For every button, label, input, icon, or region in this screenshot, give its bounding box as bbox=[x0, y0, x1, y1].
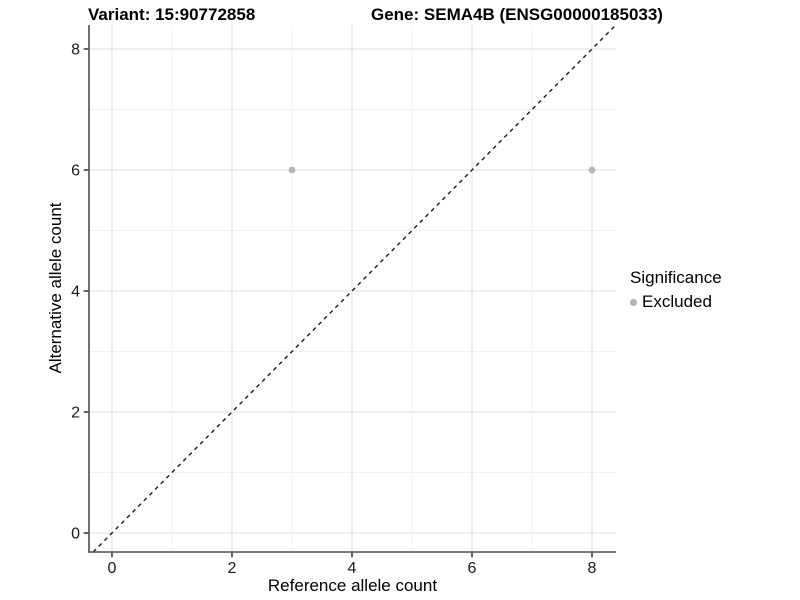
legend-item: Excluded bbox=[630, 292, 722, 312]
x-tick-label: 8 bbox=[588, 560, 597, 577]
data-point bbox=[288, 166, 296, 174]
y-tick-label: 8 bbox=[71, 42, 80, 59]
data-point bbox=[588, 166, 596, 174]
identity-line bbox=[92, 24, 617, 553]
x-tick-label: 6 bbox=[468, 560, 477, 577]
legend-item-label: Excluded bbox=[642, 292, 712, 311]
y-tick-label: 2 bbox=[71, 405, 80, 422]
x-axis-title: Reference allele count bbox=[267, 576, 438, 595]
legend: Significance Excluded bbox=[630, 268, 722, 312]
legend-items: Excluded bbox=[630, 292, 722, 312]
gene-title: Gene: SEMA4B (ENSG00000185033) bbox=[371, 5, 663, 24]
y-axis-title: Alternative allele count bbox=[46, 202, 65, 374]
x-tick-label: 0 bbox=[108, 560, 117, 577]
x-tick-label: 4 bbox=[348, 560, 357, 577]
y-tick-label: 0 bbox=[71, 526, 80, 543]
variant-title: Variant: 15:90772858 bbox=[88, 5, 256, 24]
y-tick-label: 4 bbox=[71, 284, 80, 301]
y-tick-label: 6 bbox=[71, 163, 80, 180]
x-tick-label: 2 bbox=[228, 560, 237, 577]
legend-title: Significance bbox=[630, 268, 722, 287]
legend-marker-circle-icon bbox=[630, 298, 637, 306]
